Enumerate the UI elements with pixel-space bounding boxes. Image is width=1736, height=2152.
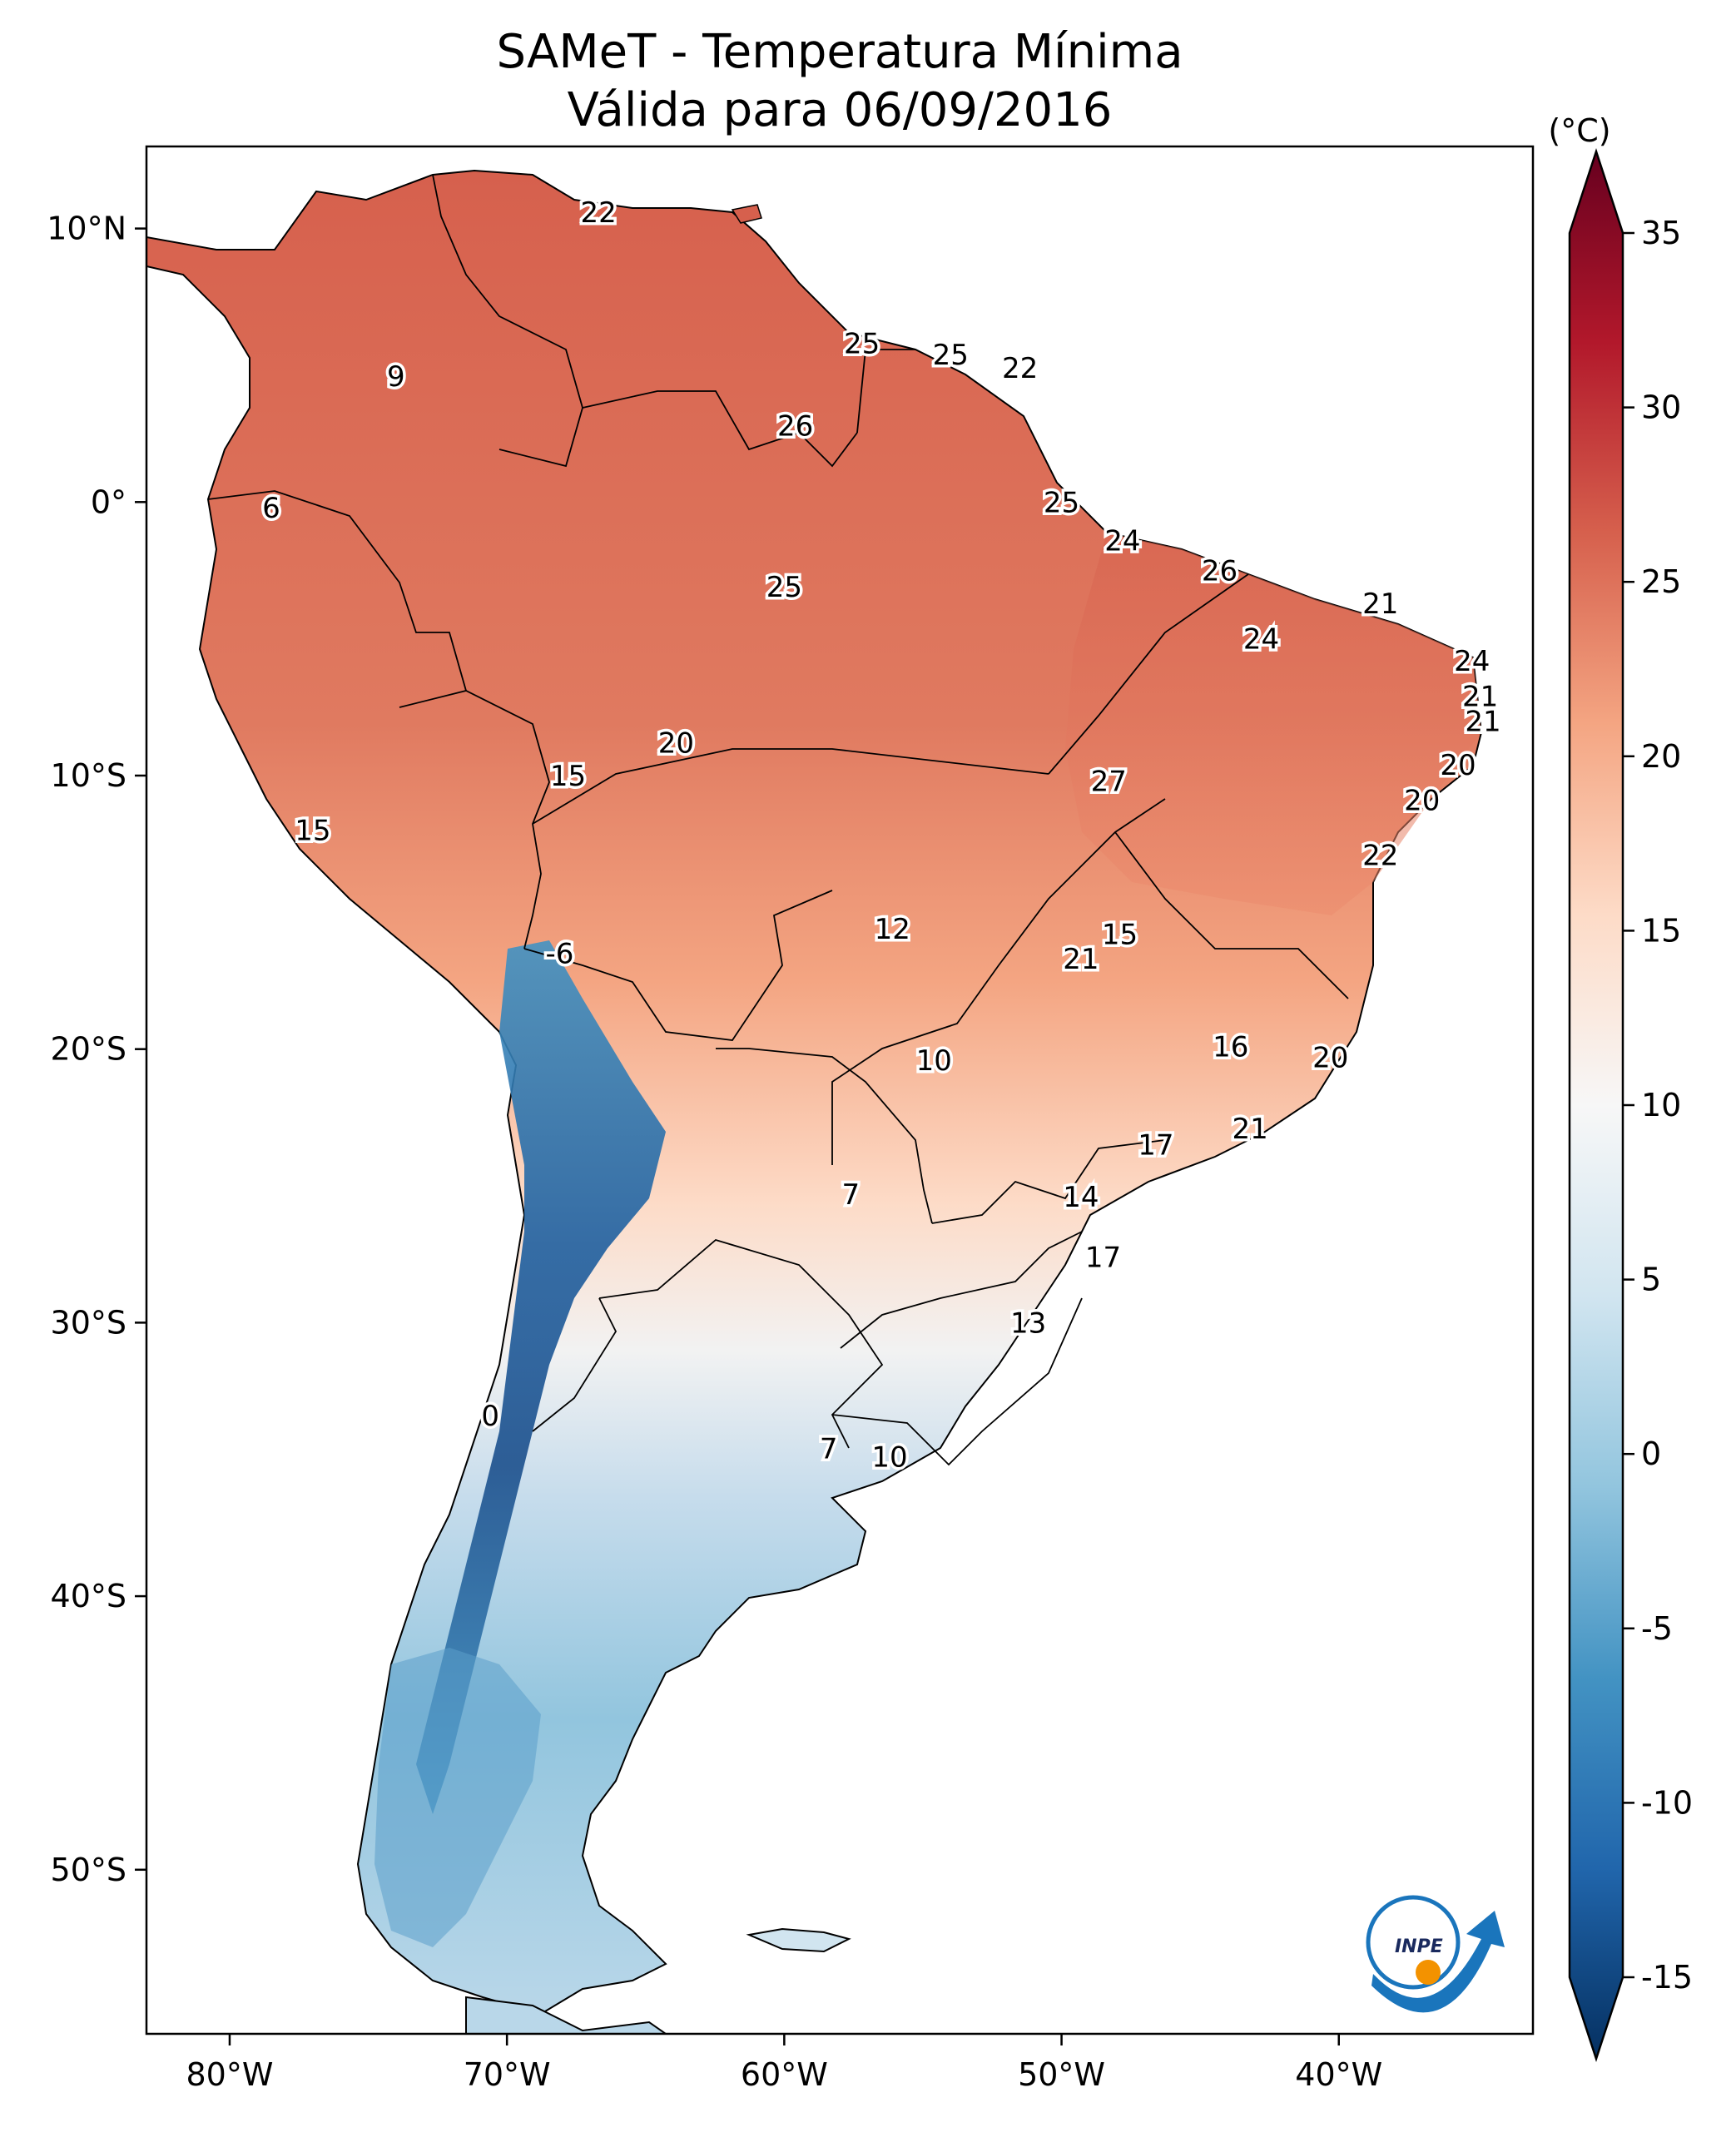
station-value-label: 15 xyxy=(1102,919,1138,952)
country-borders xyxy=(207,174,1349,1466)
station-value-label: 10 xyxy=(916,1044,952,1078)
station-value-label: 21 xyxy=(1462,681,1498,714)
station-value-label: 14 xyxy=(1063,1181,1099,1214)
inpe-logo: INPE xyxy=(1366,1895,1505,2013)
colorbar-tick-label: 5 xyxy=(1641,1262,1661,1298)
colorbar-tick-label: 0 xyxy=(1641,1435,1661,1472)
station-value-label: 9 xyxy=(387,360,405,394)
andes-cold-zone xyxy=(416,940,666,1814)
map-frame xyxy=(145,145,1535,2035)
logo-arrow-icon xyxy=(1371,1911,1505,2013)
falkland-islands xyxy=(746,1927,851,1953)
colorbar: (°C) 35 30 25 20 15 10 5 0 -5 -10 -15 xyxy=(1548,112,1693,2063)
logo-dot-icon xyxy=(1416,1960,1441,1985)
northeast-warm-zone xyxy=(1065,533,1481,915)
station-value-label: 15 xyxy=(550,760,586,793)
station-value-label: 16 xyxy=(1213,1030,1248,1064)
colorbar-unit: (°C) xyxy=(1548,112,1610,149)
caribbean-islands xyxy=(731,204,762,224)
lat-tick-label: 40°S xyxy=(51,1578,126,1614)
station-value-label: 24 xyxy=(1104,524,1140,558)
colorbar-tick-label: -10 xyxy=(1641,1784,1693,1821)
lat-tick-label: 10°N xyxy=(47,211,126,247)
patagonia-cold-zone xyxy=(374,1648,541,1947)
station-value-label: 10 xyxy=(871,1440,907,1474)
station-value-label: 17 xyxy=(1138,1129,1173,1163)
map-area xyxy=(146,146,1533,2034)
lon-tick-label: 40°W xyxy=(1295,2056,1382,2093)
station-value-label: 26 xyxy=(1202,554,1238,588)
station-value-label: 21 xyxy=(1362,588,1398,621)
colorbar-ticks: 35 30 25 20 15 10 5 0 -5 -10 -15 xyxy=(1623,215,1693,1996)
station-value-label: 0 xyxy=(481,1400,499,1433)
station-value-label: 22 xyxy=(580,196,616,230)
station-value-label: 22 xyxy=(1362,839,1398,872)
station-value-label: 21 xyxy=(1063,943,1099,976)
colorbar-tick-label: -5 xyxy=(1641,1610,1673,1647)
colorbar-body xyxy=(1568,147,1624,2063)
colorbar-tick-label: 30 xyxy=(1641,389,1681,426)
colorbar-tick-label: 15 xyxy=(1641,912,1681,949)
station-value-label: 27 xyxy=(1091,766,1127,799)
station-value-label: 17 xyxy=(1085,1242,1121,1275)
station-value-label: 25 xyxy=(1044,486,1079,519)
lat-tick-label: 10°S xyxy=(51,757,126,794)
station-value-label: 12 xyxy=(875,913,910,946)
station-value-label: 15 xyxy=(295,815,330,848)
station-value-label: 6 xyxy=(262,492,280,525)
station-value-label: 22 xyxy=(1002,352,1038,385)
station-value-label: 21 xyxy=(1465,705,1500,738)
longitude-axis: 80°W 70°W 60°W 50°W 40°W xyxy=(186,2034,1382,2093)
tierra-del-fuego xyxy=(465,1996,667,2034)
map-title: SAMeT - Temperatura Mínima Válida para 0… xyxy=(146,23,1533,140)
station-value-label: 13 xyxy=(1010,1307,1046,1340)
colorbar-tick-label: 25 xyxy=(1641,563,1681,600)
station-value-label: 20 xyxy=(1404,785,1440,818)
station-value-label: -6 xyxy=(546,938,574,971)
station-value-label: 25 xyxy=(844,328,880,361)
station-value-label: 20 xyxy=(658,727,694,761)
station-value-label: 24 xyxy=(1243,623,1279,657)
lat-tick-label: 50°S xyxy=(51,1852,126,1888)
colorbar-tick-label: -15 xyxy=(1641,1959,1693,1996)
colorbar-tick-label: 10 xyxy=(1641,1087,1681,1123)
station-value-label: 7 xyxy=(842,1178,861,1212)
colorbar-tick-label: 20 xyxy=(1641,738,1681,775)
station-value-label: 25 xyxy=(933,339,969,372)
station-value-label: 21 xyxy=(1233,1113,1268,1146)
station-value-label: 20 xyxy=(1440,749,1476,782)
colorbar-tick-label: 35 xyxy=(1641,215,1681,251)
lon-tick-label: 80°W xyxy=(186,2056,273,2093)
logo-ring xyxy=(1366,1895,1461,1990)
lon-tick-label: 50°W xyxy=(1018,2056,1105,2093)
lat-tick-label: 20°S xyxy=(51,1031,126,1068)
title-line-2: Válida para 06/09/2016 xyxy=(567,83,1113,137)
station-value-label: 25 xyxy=(766,571,802,604)
lat-tick-label: 0° xyxy=(91,483,126,520)
station-value-label: 7 xyxy=(820,1433,838,1466)
latitude-axis: 10°N 0° 10°S 20°S 30°S 40°S 50°S xyxy=(47,211,146,1888)
title-line-1: SAMeT - Temperatura Mínima xyxy=(496,25,1183,79)
logo-text: INPE xyxy=(1395,1936,1443,1957)
lon-tick-label: 60°W xyxy=(741,2056,828,2093)
lon-tick-label: 70°W xyxy=(464,2056,551,2093)
station-value-label: 24 xyxy=(1454,645,1490,678)
station-value-label: 26 xyxy=(777,409,813,443)
lat-tick-label: 30°S xyxy=(51,1304,126,1341)
station-value-label: 20 xyxy=(1312,1042,1348,1075)
